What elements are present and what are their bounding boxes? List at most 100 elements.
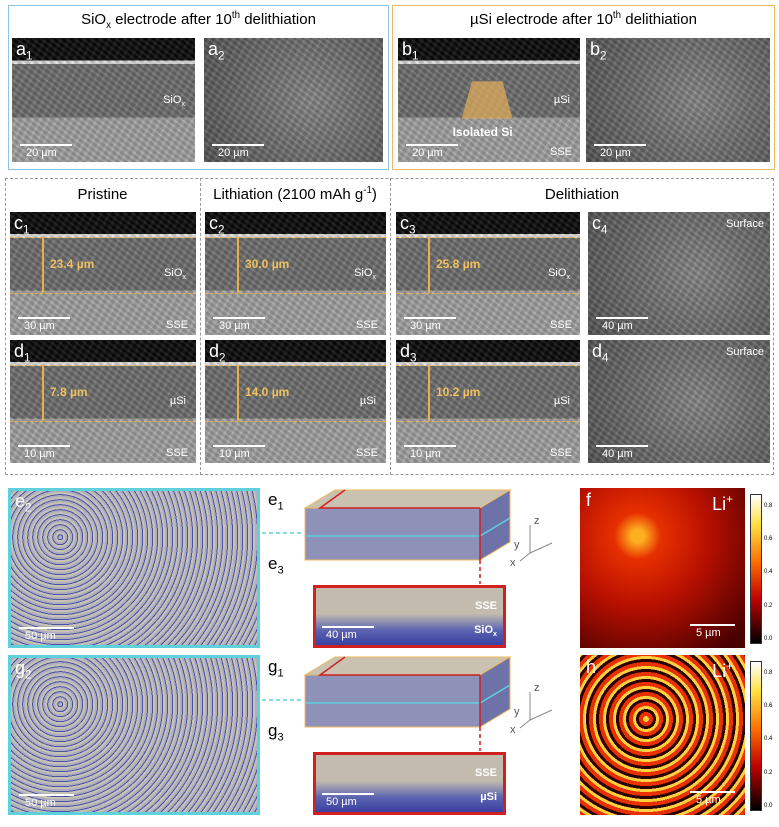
thickness-arrow bbox=[42, 364, 44, 422]
micrograph: d4 40 µm Surface bbox=[588, 340, 770, 463]
note-label: Surface bbox=[726, 346, 764, 358]
panel-label: c3 bbox=[400, 213, 416, 236]
ion-label-part: Li bbox=[712, 661, 727, 681]
scale-bar bbox=[404, 445, 456, 447]
usi-box bbox=[392, 5, 775, 170]
panel-label-part: 1 bbox=[24, 351, 31, 365]
micrograph: a2 20 µm bbox=[204, 38, 383, 162]
colorbar-tick: 0.6 bbox=[764, 703, 773, 709]
volume-front bbox=[304, 674, 481, 728]
panel-label: g2 bbox=[15, 658, 32, 682]
colorbar-tick: 0.2 bbox=[764, 769, 773, 776]
thickness-label: 25.8 µm bbox=[436, 256, 481, 271]
panel-label-part: 2 bbox=[25, 668, 32, 682]
axis-label: y bbox=[514, 539, 520, 551]
panel-label-part: 4 bbox=[602, 351, 609, 365]
middle-box bbox=[5, 178, 774, 475]
panel-label: c4 bbox=[592, 213, 608, 236]
volume-top bbox=[303, 656, 512, 676]
scale-label: 50 µm bbox=[25, 630, 56, 642]
material-label: µSi bbox=[554, 94, 570, 106]
scale-bar bbox=[690, 791, 735, 793]
axis-label: y bbox=[514, 706, 520, 718]
tof-map: f Li+ 5 µm bbox=[580, 488, 745, 648]
scale-bar bbox=[596, 445, 648, 447]
section-title: SiOx electrode after 10th delithiation bbox=[8, 10, 389, 31]
material-label-part: SiO bbox=[163, 93, 182, 106]
panel-label: b2 bbox=[590, 39, 607, 62]
scale-label: 40 µm bbox=[602, 448, 633, 460]
thickness-arrow bbox=[428, 364, 430, 422]
section-title-part: SiO bbox=[81, 11, 107, 28]
ion-label-part: + bbox=[726, 660, 733, 673]
panel-label-part: d bbox=[592, 341, 603, 361]
scale-bar bbox=[18, 445, 70, 447]
section-title-part: electrode after 10 bbox=[110, 11, 232, 28]
scale-label: 20 µm bbox=[412, 147, 443, 159]
panel-label-part: b bbox=[402, 39, 413, 59]
material-label: SiOx bbox=[164, 267, 186, 282]
material-label-part: x bbox=[182, 273, 186, 282]
panel-label: e1 bbox=[268, 490, 284, 512]
section-title-part: th bbox=[231, 10, 241, 21]
panel-label-part: d bbox=[400, 341, 411, 361]
material-label: SiOx bbox=[354, 267, 376, 281]
section-title-part: th bbox=[612, 10, 622, 21]
material-label-part: x bbox=[181, 99, 185, 108]
scale-bar bbox=[213, 445, 265, 447]
panel-label: g3 bbox=[268, 721, 284, 744]
scale-bar bbox=[596, 317, 648, 319]
scale-bar bbox=[404, 317, 456, 319]
colorbar-tick: 0.2 bbox=[764, 602, 773, 609]
substrate-label: SSE bbox=[549, 319, 572, 331]
panel-label-part: b bbox=[590, 39, 601, 59]
substrate-label: SSE bbox=[355, 319, 378, 331]
panel-label-part: 1 bbox=[23, 223, 30, 237]
panel-label: h bbox=[586, 657, 596, 678]
panel-label-part: 2 bbox=[218, 223, 225, 237]
section-title-part: delithiation bbox=[240, 11, 316, 28]
section-title-part: delithiation bbox=[621, 11, 697, 28]
thickness-arrow bbox=[428, 236, 430, 294]
material-label: SiOx bbox=[163, 93, 185, 108]
axis bbox=[529, 709, 553, 721]
colorbar-tick: 0.4 bbox=[764, 569, 773, 576]
scale-bar bbox=[18, 317, 70, 319]
panel-label: d1 bbox=[14, 341, 31, 365]
tof-map: h Li+ 5 µm bbox=[580, 655, 745, 815]
scale-bar bbox=[594, 144, 646, 146]
panel-label: e2 bbox=[15, 491, 32, 514]
boundary-line bbox=[205, 236, 386, 238]
panel-label: b1 bbox=[402, 39, 419, 63]
cut-plane bbox=[305, 684, 511, 704]
scale-bar bbox=[322, 793, 374, 795]
column-title: Delithiation bbox=[390, 186, 774, 203]
scale-label: 10 µm bbox=[24, 448, 55, 460]
scale-bar bbox=[690, 624, 735, 626]
material-label: µSi bbox=[170, 395, 186, 407]
slice-image: SSE SiOx 40 µm bbox=[313, 585, 506, 648]
panel-label-part: 1 bbox=[412, 49, 419, 63]
panel-label-part: g bbox=[268, 721, 278, 740]
micrograph: c4 40 µm Surface bbox=[588, 212, 770, 335]
material-label: SiOx bbox=[548, 267, 570, 281]
boundary-line bbox=[205, 364, 386, 366]
substrate-label: SSE bbox=[165, 319, 188, 331]
panel-label: e3 bbox=[268, 554, 284, 576]
micrograph: c3 30 µm SSE SiOx 25.8 µm bbox=[396, 212, 580, 335]
thickness-label: 10.2 µm bbox=[436, 384, 481, 399]
panel-label-part: 3 bbox=[410, 351, 417, 365]
colorbar-tick: 0.4 bbox=[764, 736, 773, 743]
panel-label-part: 3 bbox=[277, 731, 284, 744]
layer-label: SiOx bbox=[474, 624, 497, 638]
thickness-label: 7.8 µm bbox=[50, 384, 88, 399]
panel-label-part: e bbox=[268, 490, 278, 509]
element-map: g2 50 µm bbox=[8, 655, 260, 815]
boundary-line bbox=[396, 364, 580, 366]
panel-label-part: d bbox=[14, 341, 25, 361]
micrograph: d2 10 µm SSE µSi 14.0 µm bbox=[205, 340, 386, 463]
panel-label-part: c bbox=[209, 213, 218, 233]
boundary-line bbox=[10, 293, 196, 295]
thickness-arrow bbox=[237, 364, 239, 422]
